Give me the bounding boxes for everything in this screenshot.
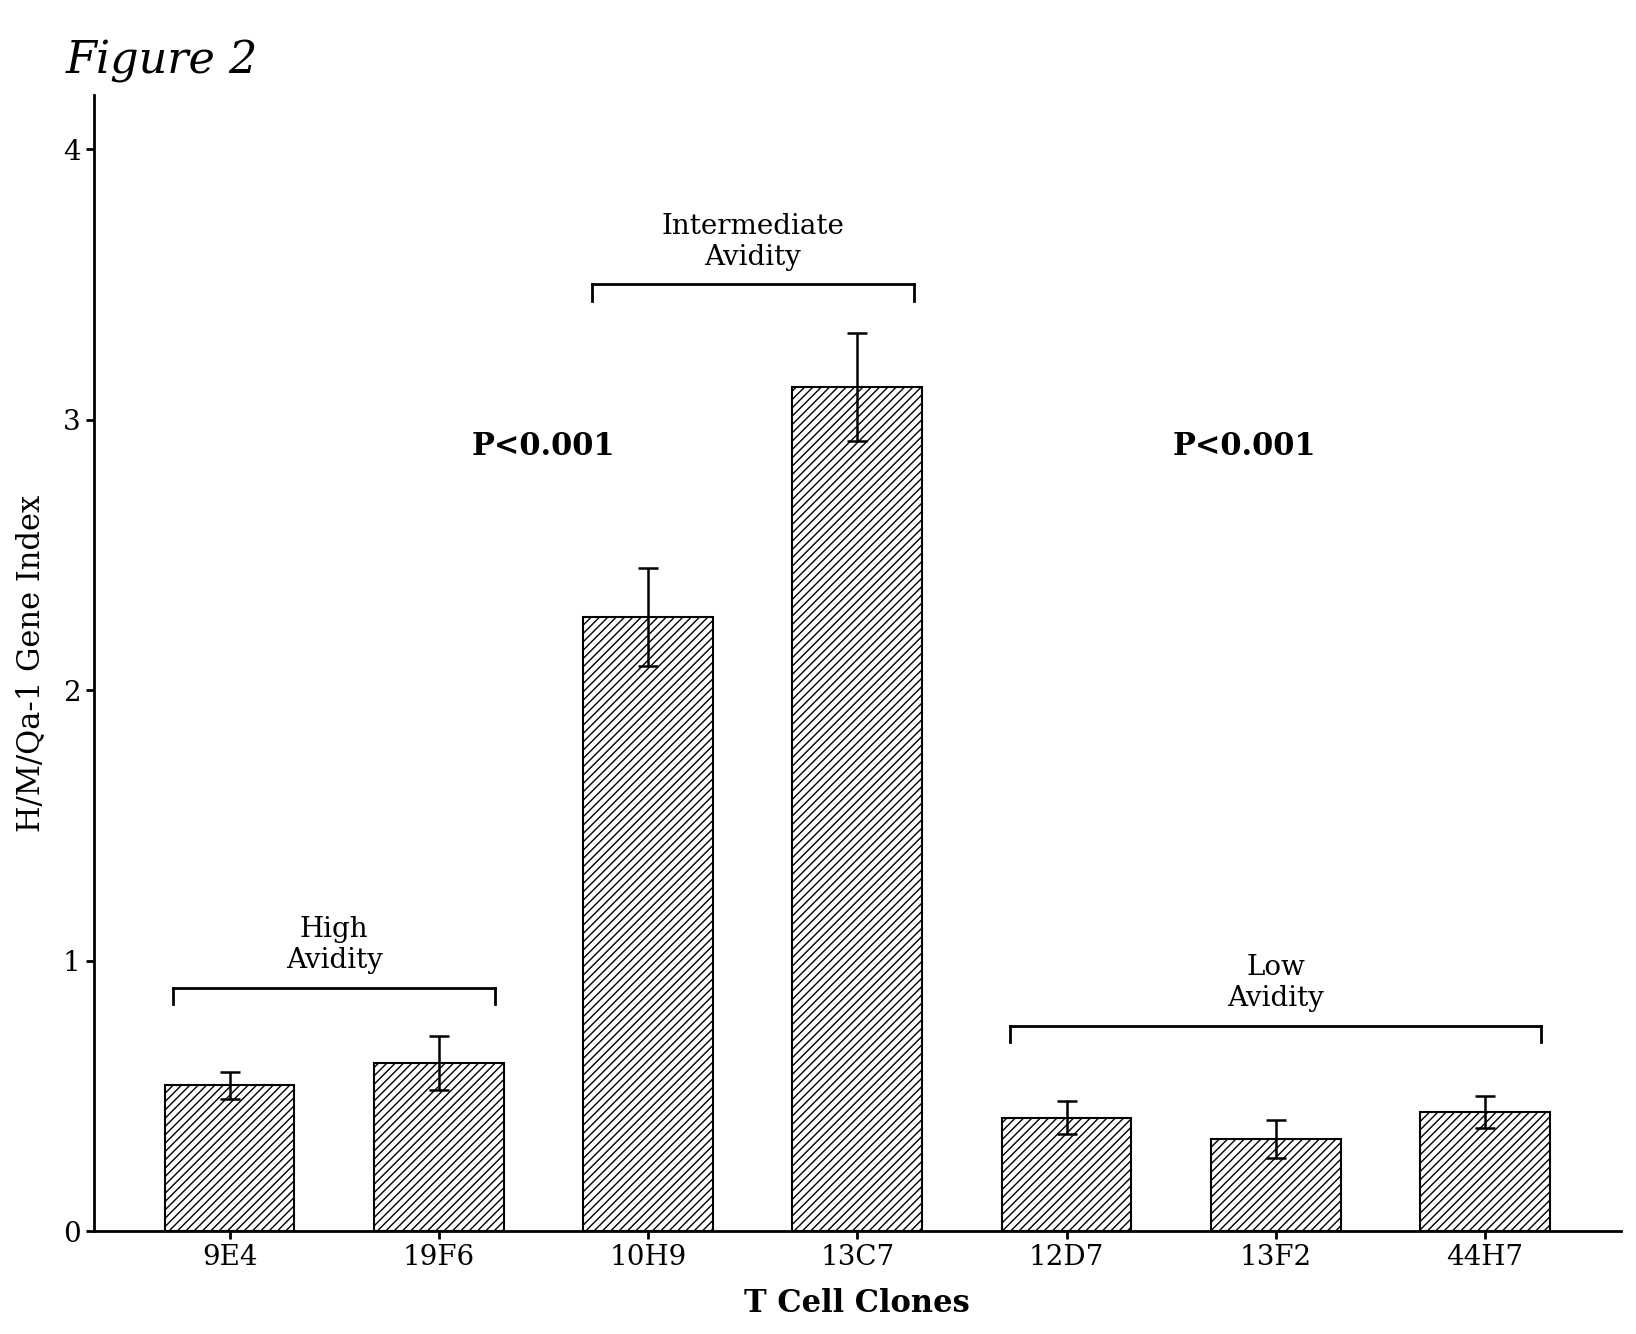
Bar [1001, 1118, 1132, 1231]
Bar [375, 1063, 504, 1231]
Bar [1420, 1113, 1549, 1231]
Bar [792, 387, 923, 1231]
X-axis label: T Cell Clones: T Cell Clones [744, 1289, 970, 1319]
Bar [1211, 1139, 1340, 1231]
Text: Low
Avidity: Low Avidity [1227, 954, 1324, 1013]
Bar [582, 618, 713, 1231]
Text: P<0.001: P<0.001 [471, 431, 615, 462]
Text: P<0.001: P<0.001 [1173, 431, 1315, 462]
Bar [165, 1085, 294, 1231]
Text: Figure 2: Figure 2 [65, 40, 258, 83]
Text: High
Avidity: High Avidity [286, 916, 383, 974]
Text: Intermediate
Avidity: Intermediate Avidity [661, 212, 844, 271]
Y-axis label: H/M/Qa-1 Gene Index: H/M/Qa-1 Gene Index [15, 495, 46, 831]
